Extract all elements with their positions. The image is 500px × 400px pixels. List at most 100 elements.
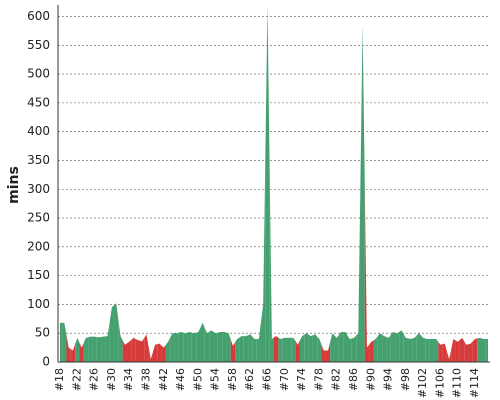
x-tick-label: #82: [330, 368, 343, 391]
area-segment: [239, 336, 244, 362]
y-tick-label: 550: [27, 38, 50, 52]
y-tick-label: 150: [27, 268, 50, 282]
area-segment: [265, 5, 270, 362]
x-tick-label: #30: [105, 368, 118, 391]
area-segment: [433, 338, 439, 362]
area-segment: [286, 337, 292, 362]
area-segment: [369, 340, 374, 362]
x-tick-label: #18: [53, 368, 66, 391]
x-tick-label: #34: [122, 368, 135, 391]
x-tick-label: #42: [157, 368, 170, 391]
area-segment: [291, 337, 296, 362]
y-tick-label: 600: [27, 9, 50, 23]
area-segment: [131, 337, 136, 362]
area-segment: [451, 338, 456, 362]
area-segment: [83, 337, 89, 362]
area-segment: [62, 322, 67, 362]
area-segment: [75, 337, 80, 362]
x-tick-label: #26: [88, 368, 101, 391]
area-segment: [455, 339, 460, 362]
area-segment: [226, 332, 231, 362]
area-segment: [183, 332, 188, 362]
x-tick-label: #46: [174, 368, 187, 391]
area-segment: [399, 330, 404, 362]
y-tick-label: 350: [27, 153, 50, 167]
area-segment: [386, 334, 391, 362]
area-segment: [222, 332, 227, 362]
area-segment: [144, 334, 149, 362]
y-tick-label: 500: [27, 67, 50, 81]
area-segment: [60, 322, 63, 362]
area-segment: [312, 334, 318, 362]
area-segment: [148, 346, 153, 362]
y-tick-label: 250: [27, 211, 50, 225]
area-segment: [481, 338, 486, 362]
area-segment: [308, 334, 313, 362]
y-tick-label: 400: [27, 124, 50, 138]
area-segment: [157, 343, 162, 362]
area-segment: [256, 321, 262, 362]
area-segment: [425, 338, 430, 362]
area-segment: [468, 341, 473, 362]
area-segment: [373, 336, 378, 362]
area-segment: [364, 186, 370, 362]
area-segment: [101, 336, 106, 362]
area-segment: [477, 337, 482, 362]
area-segment: [416, 333, 421, 362]
area-segment: [420, 335, 426, 362]
area-segment: [304, 333, 309, 362]
x-tick-label: #66: [261, 368, 274, 391]
x-tick-label: #38: [139, 368, 152, 391]
area-segment: [178, 332, 184, 362]
area-segment: [351, 335, 357, 362]
area-segment: [161, 344, 166, 362]
area-segment: [356, 179, 361, 362]
y-axis-label: mins: [6, 166, 22, 204]
area-segment: [196, 327, 201, 362]
area-segment: [200, 322, 205, 362]
area-segment: [334, 334, 339, 362]
area-segment: [459, 337, 465, 362]
area-segment: [278, 337, 283, 362]
area-segment: [170, 333, 175, 362]
area-segment: [235, 337, 240, 362]
area-segment: [317, 336, 322, 362]
area-segment: [92, 336, 97, 362]
area-segment: [187, 332, 192, 362]
area-segment: [338, 332, 344, 362]
area-segment: [395, 331, 400, 362]
area-segment: [79, 342, 84, 362]
area-segment: [282, 337, 287, 362]
area-segment: [446, 349, 452, 362]
x-tick-label: #78: [312, 368, 325, 391]
area-segment: [114, 303, 119, 362]
area-segment: [343, 332, 348, 362]
area-segment: [429, 338, 434, 362]
area-segment: [217, 332, 223, 362]
x-tick-label: #54: [209, 368, 222, 391]
x-tick-label: #94: [382, 368, 395, 391]
area-segment: [438, 341, 443, 362]
area-segment: [248, 334, 253, 362]
area-segment: [382, 334, 387, 362]
area-segment: [122, 340, 128, 362]
x-tick-label: #106: [433, 368, 446, 398]
area-segment: [269, 171, 274, 362]
area-segment: [485, 338, 488, 362]
area-segment: [204, 328, 210, 362]
area-segment: [299, 334, 305, 362]
y-tick-label: 300: [27, 182, 50, 196]
area-segment: [360, 25, 365, 362]
area-segment: [139, 337, 145, 362]
y-tick-label: 50: [35, 326, 50, 340]
y-tick-label: 0: [42, 355, 50, 369]
x-tick-label: #22: [70, 368, 83, 391]
x-tick-label: #62: [243, 368, 256, 391]
y-tick-label: 100: [27, 297, 50, 311]
area-segment: [105, 321, 110, 362]
x-tick-label: #102: [416, 368, 429, 398]
area-segment: [442, 343, 447, 362]
x-tick-label: #98: [399, 368, 412, 391]
area-segment: [390, 332, 396, 362]
